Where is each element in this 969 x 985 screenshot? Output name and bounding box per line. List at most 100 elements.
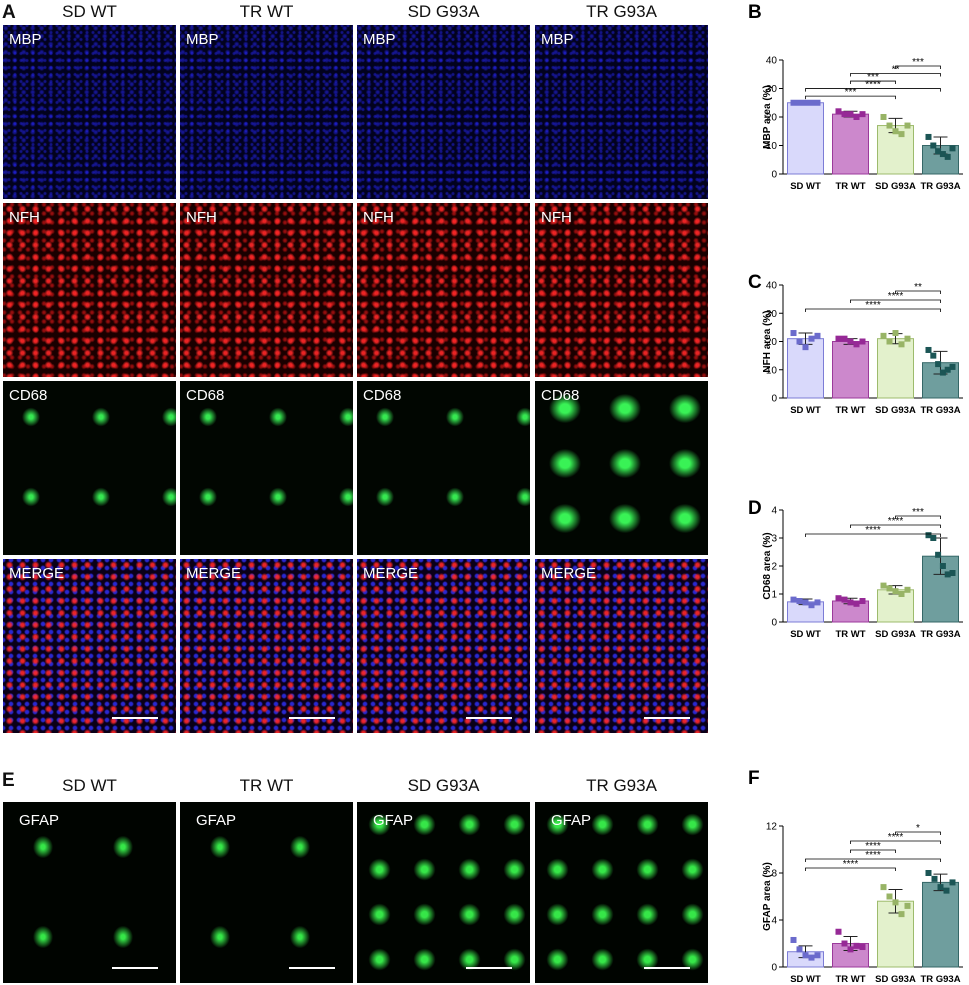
data-point bbox=[802, 344, 809, 351]
stain-label: MBP bbox=[186, 31, 219, 48]
stain-label: MERGE bbox=[541, 565, 597, 582]
data-point bbox=[841, 940, 848, 947]
stain-label: MBP bbox=[541, 31, 574, 48]
panel-letter: D bbox=[748, 498, 762, 519]
micrograph: MBP bbox=[535, 25, 708, 199]
error-bar bbox=[888, 888, 903, 914]
significance-label: *** bbox=[867, 72, 879, 83]
micrograph: CD68 bbox=[535, 381, 708, 555]
scale-bar bbox=[289, 717, 335, 719]
bar bbox=[832, 341, 869, 399]
significance-label: *** bbox=[845, 87, 857, 98]
data-point bbox=[892, 588, 899, 595]
column-label: SD WT bbox=[62, 2, 117, 21]
y-tick-label: 30 bbox=[766, 84, 778, 95]
stain-label: CD68 bbox=[363, 387, 402, 404]
y-tick-label: 0 bbox=[771, 394, 777, 405]
micrograph: MERGE bbox=[357, 559, 530, 733]
stain-label: CD68 bbox=[9, 387, 48, 404]
y-tick-label: 40 bbox=[766, 56, 778, 67]
significance-label: **** bbox=[865, 850, 881, 861]
error-bar bbox=[843, 338, 858, 345]
error-bar bbox=[798, 945, 813, 959]
bar bbox=[787, 951, 824, 968]
significance-label: **** bbox=[888, 832, 904, 843]
bar bbox=[832, 600, 869, 623]
data-point bbox=[925, 870, 932, 876]
stain-label: GFAP bbox=[373, 812, 414, 829]
error-bar bbox=[933, 537, 948, 575]
x-tick-label: SD G93A bbox=[875, 181, 916, 192]
bar bbox=[922, 881, 959, 968]
data-point bbox=[808, 954, 815, 961]
data-point bbox=[944, 366, 951, 373]
y-tick-label: 0 bbox=[771, 170, 777, 181]
stain-label: CD68 bbox=[541, 387, 580, 404]
significance-bracket bbox=[805, 95, 896, 100]
significance-bracket bbox=[805, 308, 941, 312]
data-point bbox=[898, 591, 905, 597]
y-axis-label: GFAP area (%) bbox=[762, 862, 773, 931]
data-point bbox=[796, 99, 803, 106]
scale-bar bbox=[289, 967, 335, 969]
bar bbox=[877, 589, 914, 623]
data-point bbox=[790, 596, 797, 603]
error-bar bbox=[888, 117, 903, 134]
data-point bbox=[949, 363, 956, 370]
panel-letter: B bbox=[748, 2, 762, 23]
x-tick-label: TR WT bbox=[835, 974, 865, 985]
scale-bar bbox=[112, 967, 158, 969]
data-point bbox=[841, 596, 848, 603]
data-point bbox=[880, 332, 887, 339]
significance-bracket bbox=[850, 299, 941, 303]
data-point bbox=[802, 599, 809, 606]
data-point bbox=[880, 114, 887, 120]
micrograph: MBP bbox=[180, 25, 353, 199]
stain-label: GFAP bbox=[19, 812, 60, 829]
data-point bbox=[796, 598, 803, 604]
data-point bbox=[808, 602, 815, 609]
column-label: TR G93A bbox=[586, 776, 657, 795]
stain-label: MERGE bbox=[363, 565, 419, 582]
significance-label: **** bbox=[843, 859, 859, 870]
data-point bbox=[886, 585, 893, 592]
significance-label: **** bbox=[865, 80, 881, 91]
micrograph: CD68 bbox=[3, 381, 176, 555]
data-point bbox=[814, 99, 821, 106]
y-tick-label: 30 bbox=[766, 309, 778, 320]
significance-bracket bbox=[850, 73, 941, 77]
data-point bbox=[886, 893, 893, 900]
error-bar bbox=[933, 350, 948, 375]
column-label: TR WT bbox=[239, 776, 294, 795]
significance-label: ** bbox=[892, 65, 900, 76]
significance-label: **** bbox=[865, 300, 881, 311]
micrograph: MERGE bbox=[3, 559, 176, 733]
data-point bbox=[935, 361, 942, 368]
stain-label: GFAP bbox=[551, 812, 592, 829]
data-point bbox=[892, 899, 899, 906]
y-tick-label: 10 bbox=[766, 365, 778, 376]
error-bar bbox=[888, 585, 903, 595]
micrograph: MERGE bbox=[180, 559, 353, 733]
significance-bracket bbox=[805, 867, 896, 871]
data-point bbox=[853, 341, 860, 348]
error-bar bbox=[933, 873, 948, 892]
panel-letter: F bbox=[748, 768, 760, 789]
data-point bbox=[886, 338, 893, 345]
significance-label: **** bbox=[888, 291, 904, 302]
error-bar bbox=[843, 935, 858, 952]
stain-label: NFH bbox=[363, 209, 394, 226]
stain-label: NFH bbox=[9, 209, 40, 226]
y-tick-label: 12 bbox=[766, 822, 778, 833]
y-axis-label: NFH area (%) bbox=[762, 310, 773, 372]
data-point bbox=[925, 133, 932, 140]
y-tick-label: 8 bbox=[771, 869, 777, 880]
data-point bbox=[835, 108, 842, 115]
column-label: SD WT bbox=[62, 776, 117, 795]
x-tick-label: SD G93A bbox=[875, 405, 916, 416]
micrograph: MBP bbox=[3, 25, 176, 199]
error-bar bbox=[798, 332, 813, 345]
error-bar bbox=[843, 110, 858, 118]
micrograph: NFH bbox=[535, 203, 708, 377]
